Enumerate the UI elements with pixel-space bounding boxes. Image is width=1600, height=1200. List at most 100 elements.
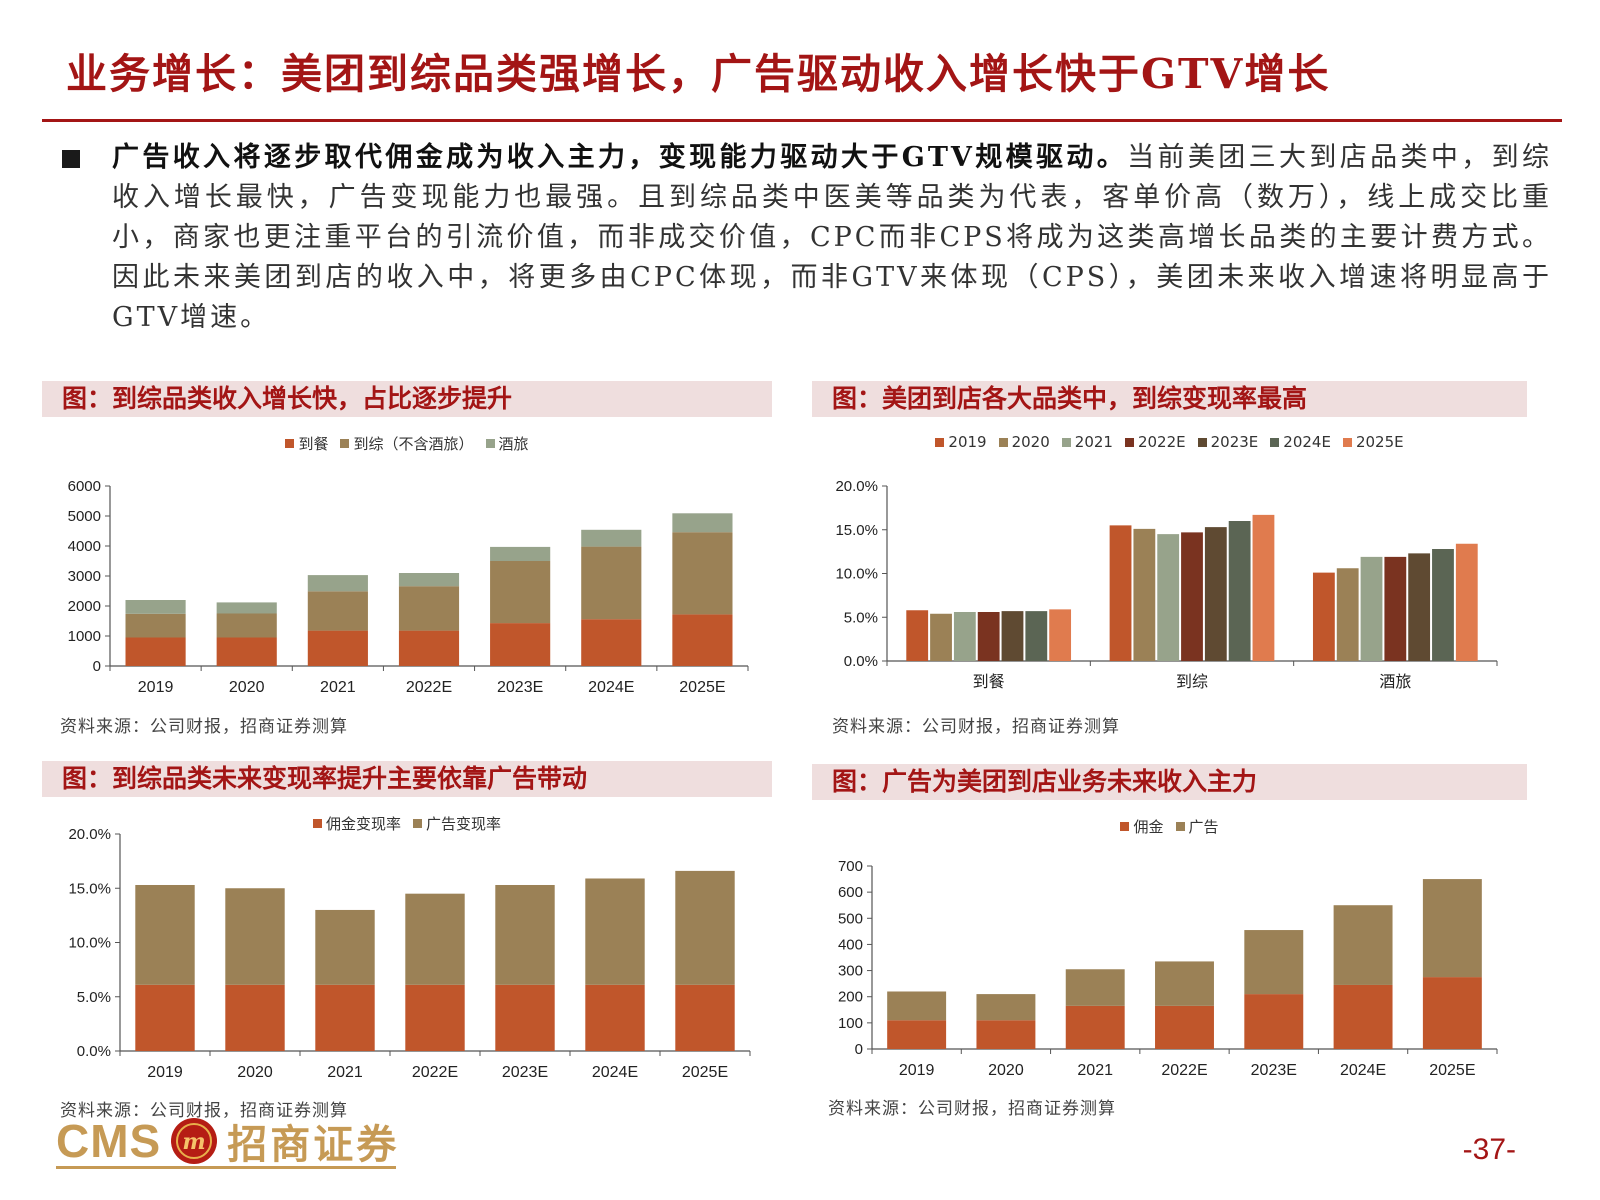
legend-item: 2019 bbox=[935, 433, 987, 451]
bar-segment bbox=[976, 994, 1036, 1021]
panel-monetization-by-category: 图：美团到店各大品类中，到综变现率最高 2019 2020 2021 2022E 202… bbox=[812, 381, 1527, 741]
bar bbox=[977, 612, 1000, 661]
y-tick-label: 600 bbox=[838, 884, 863, 901]
legend-item: 到综（不含酒旅） bbox=[340, 433, 474, 454]
legend-label: 广告 bbox=[1188, 818, 1219, 836]
panel-title: 图：美团到店各大品类中，到综变现率最高 bbox=[812, 381, 1527, 417]
legend-swatch bbox=[285, 439, 295, 448]
y-tick-label: 15.0% bbox=[835, 522, 878, 539]
bar-segment bbox=[1155, 1005, 1214, 1049]
x-tick-label: 2022E bbox=[412, 1064, 458, 1081]
y-tick-label: 5.0% bbox=[77, 989, 111, 1006]
bar bbox=[1109, 525, 1132, 661]
legend-swatch bbox=[1061, 437, 1071, 447]
y-tick-label: 0.0% bbox=[77, 1043, 111, 1060]
bar bbox=[930, 613, 952, 661]
source-note: 资料来源：公司财报，招商证券测算 bbox=[60, 1101, 348, 1121]
bar-segment bbox=[216, 613, 277, 638]
bar-segment bbox=[1422, 977, 1482, 1049]
x-tick-label: 2021 bbox=[327, 1064, 363, 1081]
x-tick-label: 2020 bbox=[237, 1064, 273, 1081]
summary-bullet: 广告收入将逐步取代佣金成为收入主力，变现能力驱动大于GTV规模驱动。当前美团三大… bbox=[62, 138, 1552, 338]
x-tick-label: 2025E bbox=[679, 679, 725, 696]
bar-segment bbox=[495, 984, 555, 1051]
bar bbox=[1360, 556, 1383, 661]
bar-segment bbox=[125, 613, 186, 638]
legend-swatch bbox=[340, 439, 350, 448]
legend-item: 酒旅 bbox=[485, 433, 529, 454]
y-tick-label: 3000 bbox=[68, 568, 101, 585]
legend-swatch bbox=[998, 437, 1008, 447]
panel-title: 图：到综品类未来变现率提升主要依靠广告带动 bbox=[42, 761, 772, 797]
logo-seal-icon: m bbox=[171, 1118, 218, 1164]
svg-text:m: m bbox=[183, 1129, 206, 1155]
panel-title: 图：到综品类收入增长快，占比逐步提升 bbox=[42, 381, 772, 417]
source-note: 资料来源：公司财报，招商证券测算 bbox=[828, 1099, 1116, 1119]
chart-monetization-by-category: 20.0% 15.0% 10.0% 5.0% 0.0% 到餐 到综 酒旅 bbox=[835, 478, 1498, 691]
legend-label: 2022E bbox=[1137, 433, 1186, 451]
x-tick-label: 2025E bbox=[682, 1064, 728, 1081]
x-tick-label: 2022E bbox=[1161, 1062, 1207, 1079]
legend-swatch bbox=[413, 819, 422, 828]
legend-item: 2025E bbox=[1342, 433, 1404, 451]
legend-swatch bbox=[1342, 437, 1352, 447]
bar-segment bbox=[216, 602, 277, 614]
y-tick-label: 0.0% bbox=[844, 653, 878, 670]
bar-segment bbox=[1422, 879, 1482, 978]
bar bbox=[1312, 572, 1335, 661]
chart-legend: 到餐 到综（不含酒旅） 酒旅 bbox=[42, 433, 772, 454]
summary-bold-text: 广告收入将逐步取代佣金成为收入主力，变现能力驱动大于GTV规模驱动。 bbox=[112, 142, 1128, 173]
bar bbox=[1001, 611, 1024, 661]
x-tick-label: 到综 bbox=[1176, 673, 1208, 691]
logo-underline bbox=[56, 1166, 396, 1169]
bar-segment bbox=[1333, 905, 1393, 985]
legend-label: 2021 bbox=[1074, 433, 1113, 451]
bar-segment bbox=[495, 884, 555, 985]
bar-segment bbox=[225, 888, 285, 985]
y-tick-label: 5.0% bbox=[844, 609, 878, 626]
bar-segment bbox=[581, 619, 642, 666]
x-tick-label: 2023E bbox=[1251, 1062, 1297, 1079]
source-note: 资料来源：公司财报，招商证券测算 bbox=[832, 717, 1120, 737]
bar-segment bbox=[398, 630, 460, 666]
x-tick-label: 2021 bbox=[1077, 1062, 1113, 1079]
legend-item: 2022E bbox=[1124, 433, 1186, 451]
bar-segment bbox=[135, 984, 195, 1051]
legend-swatch bbox=[312, 819, 322, 828]
x-tick-label: 2024E bbox=[592, 1064, 638, 1081]
bar bbox=[1384, 556, 1407, 661]
x-tick-label: 2019 bbox=[138, 679, 174, 696]
y-tick-label: 20.0% bbox=[835, 478, 878, 495]
y-tick-label: 300 bbox=[838, 963, 863, 980]
bar-segment bbox=[585, 878, 645, 985]
summary-text: 广告收入将逐步取代佣金成为收入主力，变现能力驱动大于GTV规模驱动。当前美团三大… bbox=[112, 138, 1552, 338]
legend-item: 广告变现率 bbox=[413, 813, 501, 834]
bar-segment bbox=[398, 573, 460, 587]
legend-item: 佣金变现率 bbox=[312, 813, 401, 834]
bar-segment bbox=[581, 546, 642, 620]
bar-segment bbox=[672, 513, 733, 533]
bar-segment bbox=[307, 575, 368, 592]
x-tick-label: 2024E bbox=[1340, 1062, 1386, 1079]
square-bullet-icon bbox=[62, 150, 80, 168]
bar bbox=[1432, 549, 1454, 661]
legend-item: 广告 bbox=[1175, 816, 1219, 837]
legend-item: 佣金 bbox=[1120, 816, 1164, 837]
chart-revenue-split: 700 600 500 400 300 200 100 0 2019 2020 2021 2022E 2… bbox=[838, 858, 1498, 1079]
panel-revenue-mix: 图：到综品类收入增长快，占比逐步提升 到餐 到综（不含酒旅） 酒旅 6000 5000… bbox=[42, 381, 772, 741]
x-tick-label: 2025E bbox=[1429, 1062, 1475, 1079]
bar-segment bbox=[675, 870, 735, 985]
chart-monetization-split: 20.0% 15.0% 10.0% 5.0% 0.0% 2019 2020 2021 2022E… bbox=[68, 826, 751, 1081]
bar-segment bbox=[672, 614, 733, 666]
legend-label: 佣金变现率 bbox=[325, 815, 401, 833]
logo-chinese-name: 招商证券 bbox=[227, 1121, 400, 1168]
legend-label: 到餐 bbox=[298, 435, 329, 453]
bar bbox=[953, 612, 976, 661]
legend-label: 2023E bbox=[1210, 433, 1259, 451]
legend-item: 2020 bbox=[998, 433, 1050, 451]
bar-segment bbox=[1065, 1005, 1125, 1049]
logo-wordmark: CMS bbox=[56, 1115, 162, 1167]
bar-segment bbox=[887, 1020, 947, 1049]
x-tick-label: 2023E bbox=[502, 1064, 548, 1081]
y-tick-label: 20.0% bbox=[68, 826, 111, 843]
